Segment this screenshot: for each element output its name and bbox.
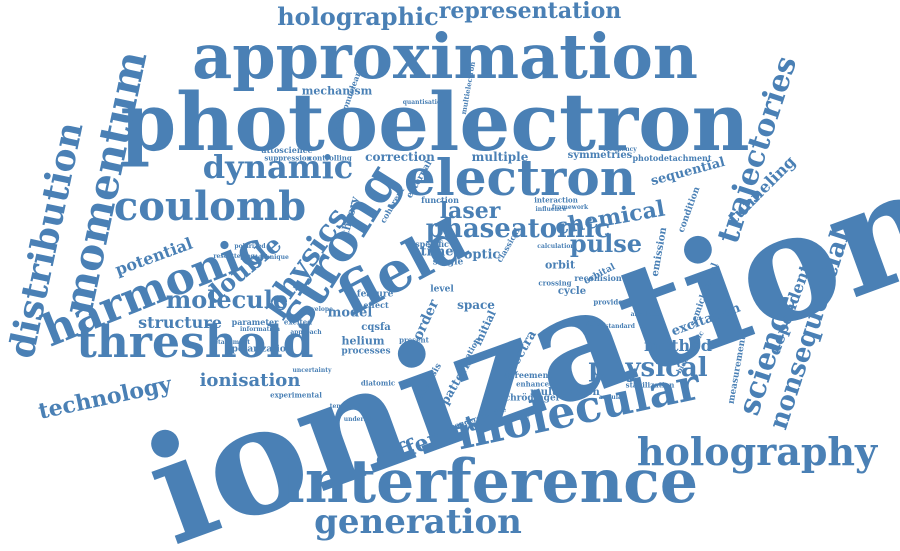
word: level: [430, 286, 454, 295]
word: quantisation: [403, 100, 446, 106]
word: parameter: [232, 318, 279, 326]
word: information: [240, 327, 280, 333]
word: helium: [342, 336, 385, 347]
word: single: [433, 259, 463, 268]
word: temporal: [330, 404, 360, 410]
word: rescattering: [213, 254, 254, 260]
word: suppression: [264, 155, 311, 162]
word: diatomic: [361, 380, 395, 387]
word: detachment: [210, 340, 250, 346]
word: excited: [284, 319, 312, 326]
word: ionisation: [200, 372, 301, 390]
word: doubly: [507, 416, 530, 422]
word: function: [421, 196, 459, 204]
word: technique: [255, 255, 289, 261]
word: uncertainty: [293, 368, 332, 374]
word: cycle: [558, 287, 586, 297]
word: orbit: [545, 260, 575, 271]
word: cqsfa: [361, 323, 391, 333]
word: structure: [138, 315, 222, 331]
word: pulse: [570, 232, 642, 256]
word: coulomb: [114, 187, 306, 227]
word: crossing: [538, 280, 571, 287]
word: calculation: [537, 244, 574, 250]
word: absolute: [631, 312, 660, 318]
word: standard: [605, 324, 635, 330]
word: controlling: [308, 155, 352, 162]
word: provide: [593, 299, 622, 306]
word: underlying: [344, 417, 381, 423]
word: approximation: [192, 26, 698, 88]
word: angular: [599, 395, 625, 401]
word: polarization: [232, 346, 293, 355]
word: envelope: [303, 307, 333, 313]
word: mechanism: [302, 86, 372, 97]
word: approach: [290, 330, 321, 336]
word: interaction: [534, 197, 578, 204]
word: stabilization: [626, 382, 675, 389]
word: effect: [363, 301, 388, 309]
word: influence: [535, 207, 566, 213]
word: generation: [314, 505, 522, 539]
word: visible: [584, 322, 606, 328]
word: present: [399, 337, 429, 344]
word: experimental: [270, 392, 322, 399]
word: multiple: [472, 151, 529, 163]
word: feature: [357, 291, 394, 300]
word: agreement: [504, 371, 552, 379]
word: schrödinger: [500, 395, 561, 404]
word: enhanced: [516, 381, 554, 388]
word: representation: [439, 0, 622, 22]
word: holography: [637, 433, 877, 471]
word: polarized: [234, 244, 265, 250]
word: photodetachment: [632, 154, 711, 162]
word: frequency: [603, 147, 636, 153]
word: processes: [341, 348, 390, 357]
word: holographic: [277, 5, 439, 29]
